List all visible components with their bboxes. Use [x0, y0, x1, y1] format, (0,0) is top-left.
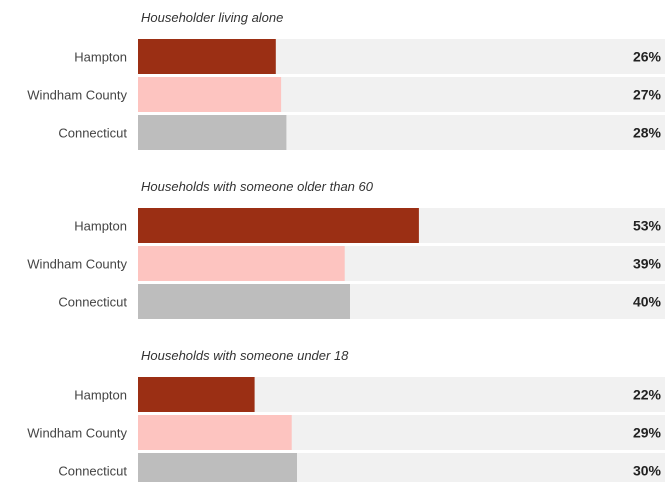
group-title: Householder living alone	[141, 10, 283, 25]
bar-connecticut	[138, 284, 350, 319]
value-label: 39%	[633, 256, 662, 272]
category-label: Windham County	[27, 88, 127, 103]
category-label: Windham County	[27, 257, 127, 272]
value-label: 53%	[633, 218, 662, 234]
category-label: Windham County	[27, 426, 127, 441]
category-label: Hampton	[74, 388, 127, 403]
value-label: 28%	[633, 125, 662, 141]
bar-windham-county	[138, 246, 345, 281]
category-label: Connecticut	[58, 464, 127, 479]
category-label: Hampton	[74, 219, 127, 234]
bar-hampton	[138, 208, 419, 243]
bar-windham-county	[138, 77, 282, 112]
value-label: 22%	[633, 387, 662, 403]
value-label: 26%	[633, 49, 662, 65]
category-label: Connecticut	[58, 295, 127, 310]
value-label: 27%	[633, 87, 662, 103]
value-label: 30%	[633, 463, 662, 479]
bar-windham-county	[138, 415, 292, 450]
bar-connecticut	[138, 453, 297, 482]
group-title: Households with someone older than 60	[141, 179, 374, 194]
bar-hampton	[138, 377, 255, 412]
group-title: Households with someone under 18	[141, 348, 349, 363]
value-label: 29%	[633, 425, 662, 441]
category-label: Connecticut	[58, 126, 127, 141]
category-label: Hampton	[74, 50, 127, 65]
bar-connecticut	[138, 115, 287, 150]
bar-hampton	[138, 39, 276, 74]
value-label: 40%	[633, 294, 662, 310]
